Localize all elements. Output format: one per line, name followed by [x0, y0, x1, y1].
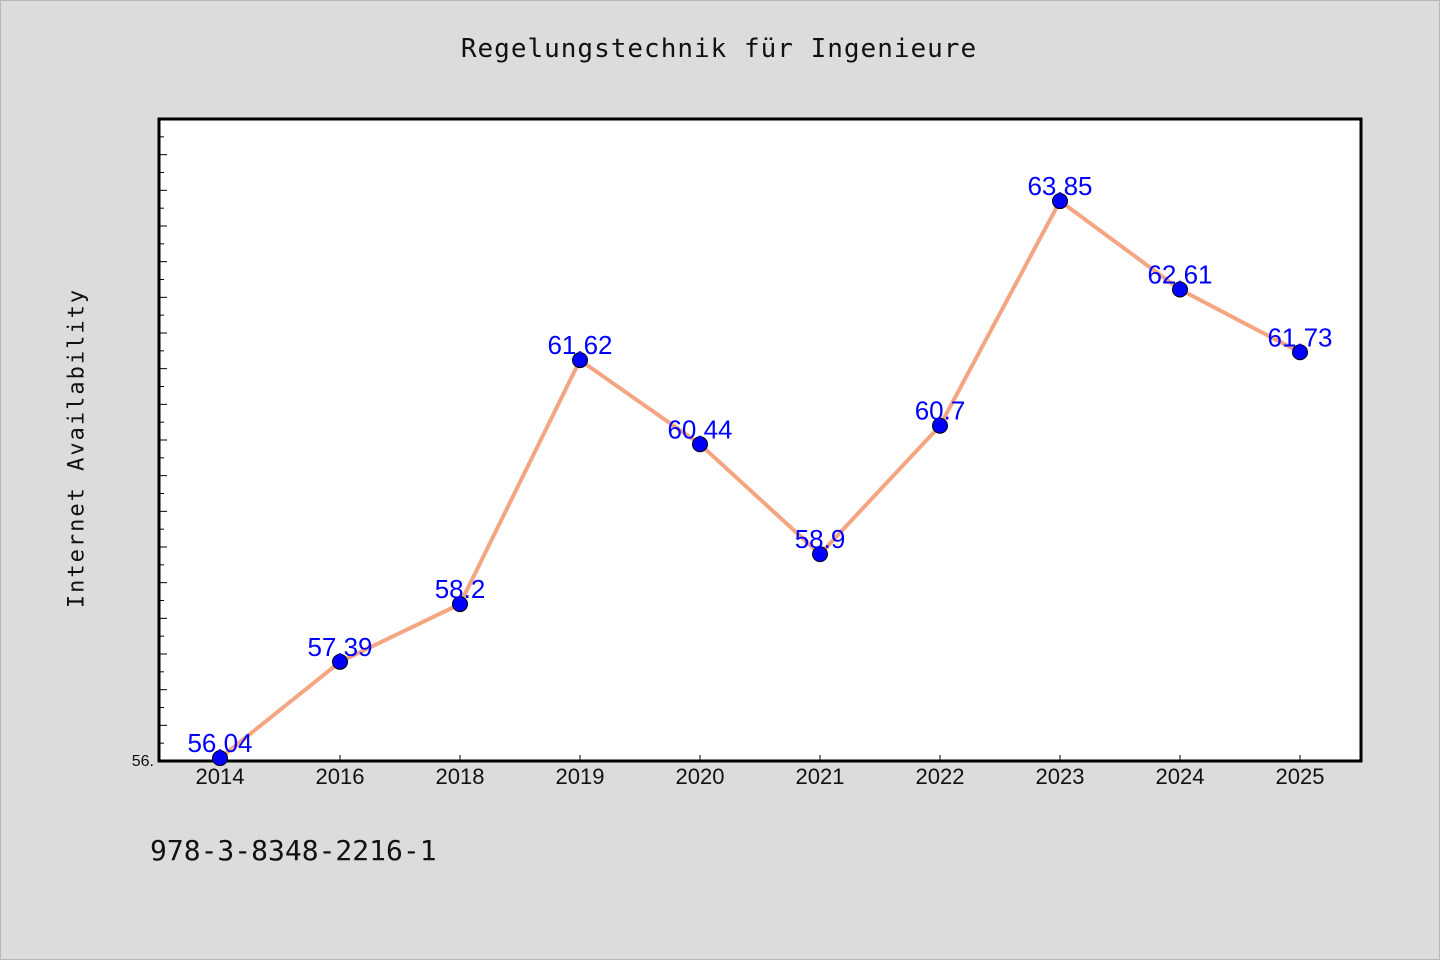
- x-tick-label: 2025: [1276, 764, 1325, 789]
- series-line: [218, 199, 1302, 761]
- data-point: [1172, 281, 1188, 298]
- data-point: [692, 436, 708, 453]
- x-tick-label: 2016: [316, 764, 365, 789]
- data-point: [212, 750, 228, 767]
- x-tick-label: 2022: [916, 764, 965, 789]
- y-tick-label: 56.: [132, 753, 154, 770]
- data-label: 61.62: [547, 330, 612, 360]
- x-tick-label: 2014: [196, 764, 245, 789]
- data-point: [812, 546, 828, 563]
- data-point: [572, 352, 588, 369]
- data-point: [1292, 344, 1308, 361]
- isbn-code: 978-3-8348-2216-1: [150, 834, 437, 867]
- data-point: [932, 417, 948, 434]
- data-label: 58.9: [795, 524, 846, 554]
- x-tick-label: 2018: [436, 764, 485, 789]
- x-tick-label: 2021: [796, 764, 845, 789]
- chart-title: Regelungstechnik für Ingenieure: [460, 34, 978, 64]
- data-point: [1052, 193, 1068, 210]
- data-label: 62.61: [1147, 259, 1212, 289]
- data-label: 60.44: [667, 414, 732, 444]
- data-label: 63.85: [1027, 171, 1092, 201]
- data-point: [452, 596, 468, 613]
- y-axis-ticks: [159, 118, 167, 762]
- data-label: 61.73: [1267, 322, 1332, 352]
- data-label: 57.39: [307, 632, 372, 662]
- x-tick-label: 2023: [1036, 764, 1085, 789]
- x-tick-label: 2024: [1156, 764, 1205, 789]
- data-point: [332, 653, 348, 670]
- x-tick-label: 2019: [556, 764, 605, 789]
- data-label: 60.7: [915, 396, 966, 426]
- data-label: 58.2: [435, 574, 486, 604]
- x-tick-label: 2020: [676, 764, 725, 789]
- x-axis-tick-labels: 2014 2016 2018 2019 2020 2021 2022 2023 2024 2025: [196, 755, 1325, 789]
- data-label: 56.04: [187, 728, 252, 758]
- series-group: 56.04 57.39 58.2 61.62 60.44 58.9 60.7 63.85 62.…: [187, 171, 1333, 767]
